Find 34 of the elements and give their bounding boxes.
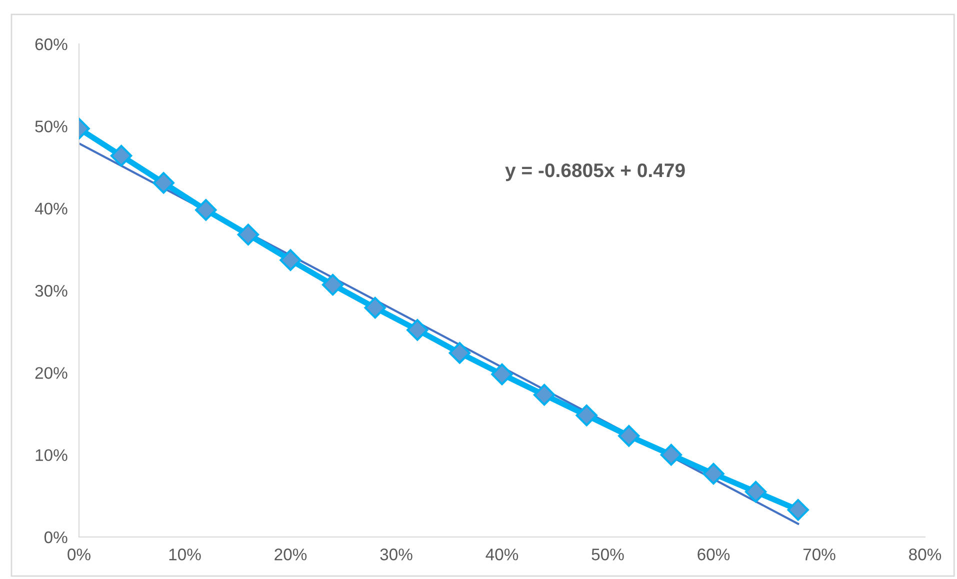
x-tick-label: 60% (698, 548, 730, 560)
point (787, 499, 809, 521)
x-tick-label: 80% (909, 548, 942, 560)
y-tick-label: 60% (35, 38, 68, 50)
point (195, 199, 217, 221)
y-tick-label: 30% (35, 284, 68, 297)
point (660, 444, 682, 466)
y-tick-label: 10% (36, 449, 68, 462)
point (533, 384, 556, 406)
x-tick-label: 70% (803, 548, 836, 560)
point (280, 249, 302, 271)
point (702, 462, 724, 485)
y-tick-label: 0% (44, 531, 68, 544)
point (364, 296, 386, 319)
x-tick-label: 50% (592, 548, 624, 560)
point (576, 404, 598, 426)
point (110, 144, 132, 167)
y-tick-label: 20% (35, 367, 68, 379)
point (406, 319, 428, 341)
x-tick-label: 30% (380, 548, 412, 560)
point (322, 274, 344, 296)
point (152, 172, 174, 194)
x-tick-label: 0% (68, 548, 90, 560)
x-tick-label: 40% (486, 548, 518, 560)
point (618, 425, 640, 447)
point (491, 363, 513, 386)
y-tick-label: 50% (35, 120, 68, 132)
y-tick-label: 40% (34, 202, 68, 215)
x-tick-label: 20% (274, 548, 307, 560)
annotation: y = -0.6805x + 0.479 (505, 163, 685, 182)
point (744, 480, 767, 503)
point (237, 224, 260, 246)
x-tick-label: 10% (169, 548, 201, 560)
point (448, 342, 471, 364)
